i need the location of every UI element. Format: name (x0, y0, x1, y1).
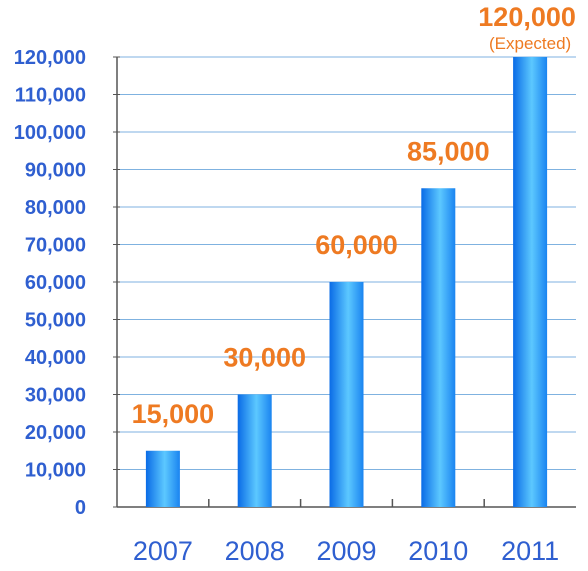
data-label: 85,000 (407, 136, 490, 166)
y-tick-label: 0 (75, 497, 86, 519)
bar (421, 188, 456, 507)
data-label-note: (Expected) (489, 34, 571, 53)
y-tick-label: 60,000 (25, 272, 86, 294)
x-tick-label: 2008 (225, 536, 285, 566)
x-axis-ticks: 2007 2008 2009 2010 2011 (133, 536, 559, 566)
y-tick-label: 80,000 (25, 197, 86, 219)
y-tick-label: 20,000 (25, 422, 86, 444)
y-tick-label: 70,000 (25, 235, 86, 257)
bar (329, 282, 364, 507)
x-tick-label: 2011 (501, 536, 559, 566)
y-tick-label: 30,000 (25, 385, 86, 407)
y-tick-label: 110,000 (15, 85, 86, 107)
data-label: 15,000 (132, 399, 215, 429)
bar (237, 394, 272, 507)
data-labels: 15,000 30,000 60,000 85,000 120,000 (Expected… (132, 2, 576, 429)
y-tick-label: 90,000 (25, 160, 86, 182)
data-label: 120,000 (478, 2, 576, 32)
y-tick-label: 50,000 (25, 310, 86, 332)
bars (145, 57, 548, 507)
x-tick-label: 2009 (316, 536, 376, 566)
bar (513, 57, 548, 507)
y-axis-ticks: 0 10,000 20,000 30,000 40,000 50,000 60,000 70,… (14, 47, 86, 519)
bar (145, 450, 180, 507)
y-tick-label: 100,000 (14, 122, 86, 144)
y-tick-label: 10,000 (25, 460, 86, 482)
y-tick-label: 120,000 (14, 47, 86, 69)
y-tick-label: 40,000 (25, 347, 86, 369)
x-tick-label: 2007 (133, 536, 193, 566)
data-label: 60,000 (315, 230, 398, 260)
x-tick-label: 2010 (408, 536, 468, 566)
data-label: 30,000 (223, 343, 306, 373)
